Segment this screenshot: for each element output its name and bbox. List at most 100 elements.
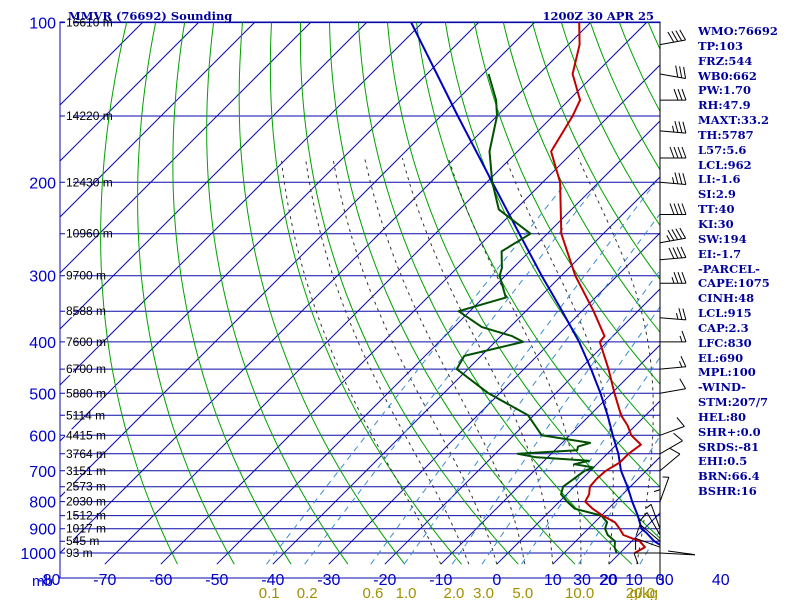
moist-adiabat <box>364 157 526 565</box>
isotherm <box>272 176 660 565</box>
dewpoint-line <box>455 73 618 554</box>
height-label: 5114 m <box>66 408 105 422</box>
height-label: 6700 m <box>66 362 106 376</box>
isotherm <box>60 22 479 442</box>
moist-adiabat <box>577 157 654 565</box>
height-label: 5880 m <box>66 386 106 400</box>
height-label: 2030 m <box>66 495 106 509</box>
height-label: 93 m <box>66 546 93 560</box>
pressure-label-500: 500 <box>29 386 56 403</box>
stat-item: WB0:662 <box>698 68 757 83</box>
isotherm <box>60 22 199 162</box>
wind-barb <box>659 355 687 370</box>
dry-adiabat <box>269 22 462 565</box>
stat-item: MAXT:33.2 <box>698 113 769 128</box>
stat-item: WMO:76692 <box>698 24 778 38</box>
pressure-unit: mb <box>32 573 53 590</box>
dry-adiabat <box>387 22 660 539</box>
wind-barb <box>653 489 661 516</box>
dry-adiabat <box>502 22 660 333</box>
isotherm <box>60 22 255 218</box>
stat-item: HEL:80 <box>698 409 746 424</box>
stat-item: LCL:915 <box>698 306 752 321</box>
height-label: 10960 m <box>66 227 113 241</box>
moist-adiabat <box>401 157 554 565</box>
wind-barb <box>659 308 687 321</box>
wind-barb <box>659 65 687 79</box>
mixing-ratio-line <box>403 213 660 565</box>
temperature-label--80: -80 <box>37 572 60 589</box>
stat-item: RH:47.9 <box>698 98 751 113</box>
wind-barb <box>659 476 670 502</box>
stat-item: FRZ:544 <box>698 53 753 68</box>
temperature-label--10: -10 <box>429 572 452 589</box>
wind-barb <box>659 378 687 394</box>
stat-item: EHI:0.5 <box>698 454 748 469</box>
temperature-label--30: -30 <box>317 572 340 589</box>
mixing-ratio-label: 2.0 <box>443 585 464 600</box>
pressure-label-200: 200 <box>29 175 56 192</box>
isotherm <box>60 22 423 386</box>
temperature-label-30: 30 <box>656 572 674 589</box>
isotherm <box>496 400 660 565</box>
wind-axis-label: 30 <box>573 572 591 589</box>
wind-barb <box>635 524 661 542</box>
stability-indices: WMO:76692 TP:103 FRZ:544 WB0:662 PW:1.70 RH:4… <box>698 24 778 499</box>
stat-item: -WIND- <box>698 380 746 395</box>
temperature-label--40: -40 <box>261 572 284 589</box>
sounding-datetime: 1200Z 30 APR 25 <box>542 9 654 23</box>
dry-adiabat <box>238 22 406 565</box>
wind-axis-label: 0 <box>656 572 665 589</box>
wind-barb <box>645 503 661 529</box>
pressure-label-800: 800 <box>29 495 56 512</box>
height-label: 1512 m <box>66 509 106 523</box>
wind-axis-label: 20 <box>599 572 617 589</box>
wind-barb <box>660 330 687 343</box>
pressure-label-400: 400 <box>29 335 56 352</box>
pressure-label-600: 600 <box>29 428 56 445</box>
stat-item: CAPE:1075 <box>698 276 770 291</box>
profiles <box>410 22 660 554</box>
stat-item: PW:1.70 <box>698 83 752 98</box>
height-label: 3764 m <box>66 447 106 461</box>
mixing-ratio-line <box>266 181 567 565</box>
stat-item: LFC:830 <box>698 335 752 350</box>
dry-adiabat <box>531 22 660 281</box>
isotherm <box>384 288 660 565</box>
plot-frame <box>59 21 661 579</box>
parcel-line <box>410 22 660 546</box>
height-label: 7600 m <box>66 335 106 349</box>
pressure-label-300: 300 <box>29 269 56 286</box>
isotherm <box>216 120 660 565</box>
height-label: 545 m <box>66 534 99 548</box>
wind-barb <box>659 172 687 185</box>
stat-item: STM:207/7 <box>698 395 769 410</box>
wind-barb <box>660 203 687 215</box>
stat-item: TT:40 <box>698 202 735 217</box>
wind-barb <box>659 246 687 261</box>
dry-adiabat <box>793 23 800 565</box>
pressure-label-900: 900 <box>29 522 56 539</box>
wind-trace <box>659 550 695 556</box>
temperature-label-0: 0 <box>492 572 501 589</box>
isotherm <box>60 22 311 274</box>
stat-item: SI:2.9 <box>698 187 736 202</box>
moist-adiabat <box>332 157 498 565</box>
stat-item: SHR+:0.0 <box>698 424 761 439</box>
pressure-label-100: 100 <box>29 16 56 33</box>
dry-adiabat <box>358 22 633 565</box>
stat-item: LCL:962 <box>698 157 752 172</box>
mixing-ratio-line <box>451 269 660 565</box>
height-label: 3151 m <box>66 464 106 478</box>
wind-barb <box>659 227 687 244</box>
wind-barb <box>633 552 660 565</box>
stat-item: TP:103 <box>698 38 744 53</box>
stat-item: EI:-1.7 <box>698 246 742 261</box>
dry-adiabat <box>473 22 660 385</box>
stat-item: SRDS:-81 <box>698 439 760 454</box>
dry-adiabat <box>172 22 292 565</box>
temperature-label--50: -50 <box>205 572 228 589</box>
height-label: 8588 m <box>66 304 106 318</box>
dry-adiabat <box>416 22 660 488</box>
